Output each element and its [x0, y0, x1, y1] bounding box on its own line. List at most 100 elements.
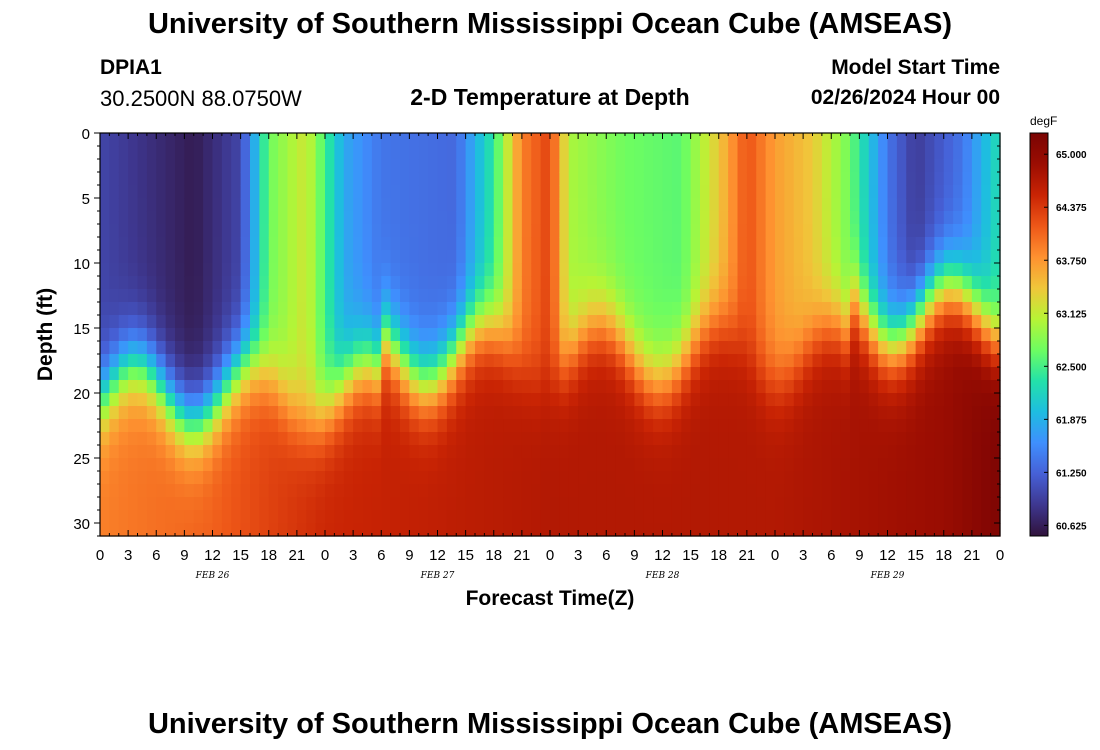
heatmap-cell: [625, 458, 635, 472]
heatmap-cell: [971, 250, 982, 264]
heatmap-cell: [428, 354, 439, 368]
heatmap-cell: [100, 458, 110, 472]
heatmap-cell: [250, 367, 260, 381]
heatmap-cell: [184, 354, 195, 368]
heatmap-cell: [643, 484, 654, 498]
heatmap-cell: [418, 432, 429, 446]
heatmap-cell: [109, 484, 120, 498]
heatmap-cell: [943, 276, 954, 290]
heatmap-cell: [484, 354, 495, 368]
heatmap-cell: [690, 484, 701, 498]
heatmap-cell: [456, 471, 467, 485]
heatmap-cell: [653, 484, 664, 498]
heatmap-cell: [493, 146, 504, 160]
heatmap-cell: [456, 185, 467, 199]
heatmap-cell: [971, 471, 982, 485]
heatmap-cell: [700, 510, 710, 524]
heatmap-cell: [568, 445, 579, 459]
heatmap-cell: [615, 172, 626, 186]
x-tick-label: 12: [654, 547, 671, 564]
heatmap-cell: [915, 432, 926, 446]
heatmap-cell: [634, 133, 645, 147]
heatmap-cell: [587, 354, 598, 368]
heatmap-cell: [409, 523, 420, 537]
heatmap-cell: [681, 276, 692, 290]
heatmap-cell: [953, 328, 964, 342]
heatmap-cell: [456, 523, 467, 537]
heatmap-cell: [231, 354, 242, 368]
heatmap-cell: [521, 367, 532, 381]
heatmap-cell: [587, 224, 598, 238]
heatmap-cell: [343, 393, 354, 407]
heatmap-cell: [868, 211, 879, 225]
heatmap-cell: [240, 380, 251, 394]
heatmap-cell: [446, 250, 457, 264]
heatmap-cell: [128, 185, 139, 199]
heatmap-cell: [625, 133, 635, 147]
heatmap-cell: [728, 354, 739, 368]
y-tick-label: 30: [73, 516, 90, 533]
heatmap-cell: [887, 523, 898, 537]
heatmap-cell: [840, 432, 851, 446]
heatmap-cell: [756, 250, 767, 264]
heatmap-cell: [212, 289, 223, 303]
heatmap-cell: [437, 497, 448, 511]
heatmap-cell: [906, 458, 917, 472]
heatmap-cell: [681, 185, 692, 199]
heatmap-cell: [625, 263, 635, 277]
heatmap-cell: [296, 224, 307, 238]
heatmap-cell: [803, 250, 814, 264]
heatmap-cell: [353, 393, 364, 407]
heatmap-cell: [700, 172, 710, 186]
heatmap-cell: [353, 523, 364, 537]
heatmap-cell: [503, 458, 514, 472]
heatmap-cell: [390, 159, 401, 173]
heatmap-cell: [484, 497, 495, 511]
heatmap-cell: [231, 198, 242, 212]
heatmap-cell: [278, 393, 289, 407]
heatmap-cell: [821, 289, 832, 303]
heatmap-cell: [465, 341, 476, 355]
heatmap-cell: [193, 393, 204, 407]
heatmap-cell: [896, 302, 907, 316]
heatmap-cell: [718, 510, 729, 524]
heatmap-cell: [568, 289, 579, 303]
heatmap-cell: [521, 198, 532, 212]
heatmap-cell: [700, 211, 710, 225]
colorbar-tick-label: 65.000: [1056, 150, 1087, 161]
heatmap-cell: [428, 445, 439, 459]
heatmap-cell: [934, 237, 945, 251]
heatmap-cell: [212, 276, 223, 290]
heatmap-cell: [775, 432, 785, 446]
heatmap-cell: [971, 406, 982, 420]
heatmap-cell: [906, 497, 917, 511]
heatmap-cell: [934, 289, 945, 303]
heatmap-cell: [109, 380, 120, 394]
heatmap-cell: [878, 172, 889, 186]
heatmap-cell: [812, 328, 823, 342]
heatmap-cell: [859, 289, 870, 303]
heatmap-cell: [831, 419, 842, 433]
heatmap-cell: [118, 341, 129, 355]
heatmap-cell: [625, 159, 635, 173]
heatmap-cell: [175, 198, 185, 212]
heatmap-cell: [475, 484, 485, 498]
heatmap-cell: [193, 276, 204, 290]
heatmap-cell: [325, 432, 335, 446]
heatmap-cell: [428, 198, 439, 212]
heatmap-cell: [737, 445, 748, 459]
heatmap-cell: [512, 432, 523, 446]
heatmap-cell: [531, 146, 542, 160]
heatmap-cell: [334, 406, 345, 420]
heatmap-cell: [803, 185, 814, 199]
heatmap-cell: [400, 250, 410, 264]
heatmap-cell: [971, 133, 982, 147]
heatmap-cell: [568, 159, 579, 173]
heatmap-cell: [475, 523, 485, 537]
heatmap-cell: [334, 510, 345, 524]
heatmap-cell: [700, 224, 710, 238]
heatmap-cell: [775, 445, 785, 459]
heatmap-cell: [259, 419, 270, 433]
heatmap-cell: [146, 276, 157, 290]
heatmap-cell: [343, 484, 354, 498]
